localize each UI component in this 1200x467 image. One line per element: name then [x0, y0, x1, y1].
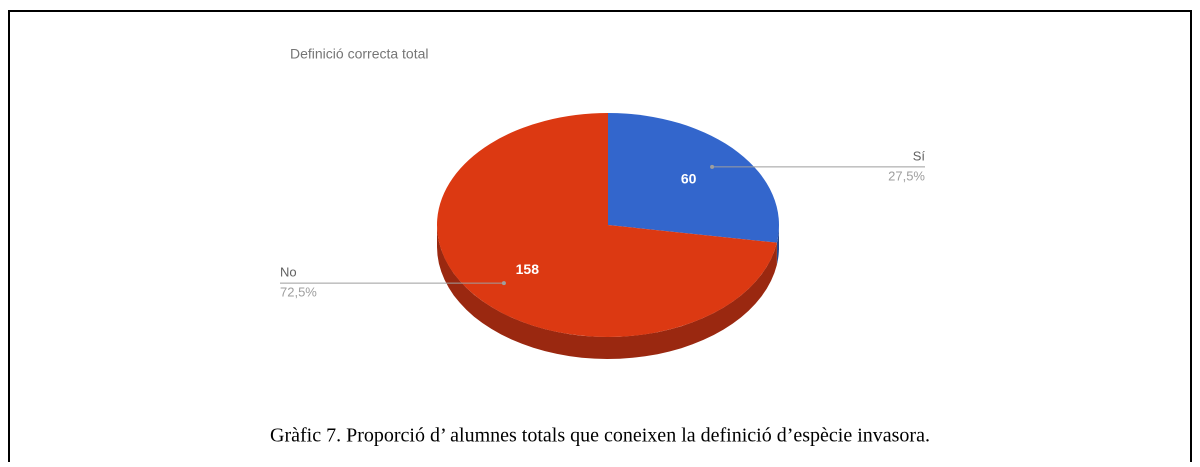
pie-slice: [608, 113, 779, 243]
pie-slice: [436, 113, 777, 338]
chart-title: Definició correcta total: [290, 46, 429, 62]
legend-label: Sí: [913, 148, 926, 163]
leader-dot: [501, 281, 506, 286]
caption: Gràfic 7. Proporció d’ alumnes totals qu…: [270, 425, 930, 447]
pie-side: [437, 225, 777, 359]
percent-label: 72,5%: [280, 285, 317, 300]
leader-dot: [710, 164, 715, 169]
data-label: 60: [681, 171, 697, 187]
percent-label: 27,5%: [888, 168, 925, 183]
legend-label: No: [280, 265, 297, 280]
frame: [8, 10, 1192, 462]
pie-side: [776, 225, 779, 265]
data-label: 158: [516, 261, 540, 277]
